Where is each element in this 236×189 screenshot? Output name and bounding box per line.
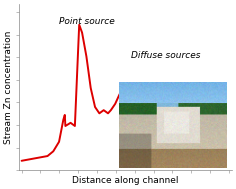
Text: Diffuse sources: Diffuse sources [131,50,201,60]
X-axis label: Distance along channel: Distance along channel [72,176,178,185]
Y-axis label: Stream Zn concentration: Stream Zn concentration [4,31,13,144]
Text: Point source: Point source [59,17,115,26]
